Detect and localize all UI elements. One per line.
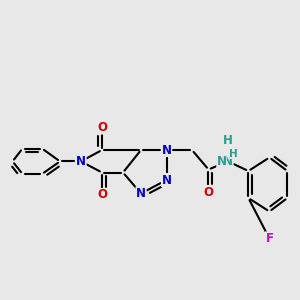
Text: O: O [203,185,214,199]
Text: N: N [223,155,233,168]
Text: N: N [217,155,226,168]
Text: O: O [97,121,107,134]
Text: N: N [76,155,86,168]
Text: N: N [136,187,146,200]
Text: F: F [266,232,273,245]
Text: O: O [97,188,107,202]
Text: N: N [161,173,172,187]
Text: H: H [223,134,233,148]
Text: H: H [230,149,238,159]
Text: N: N [161,143,172,157]
